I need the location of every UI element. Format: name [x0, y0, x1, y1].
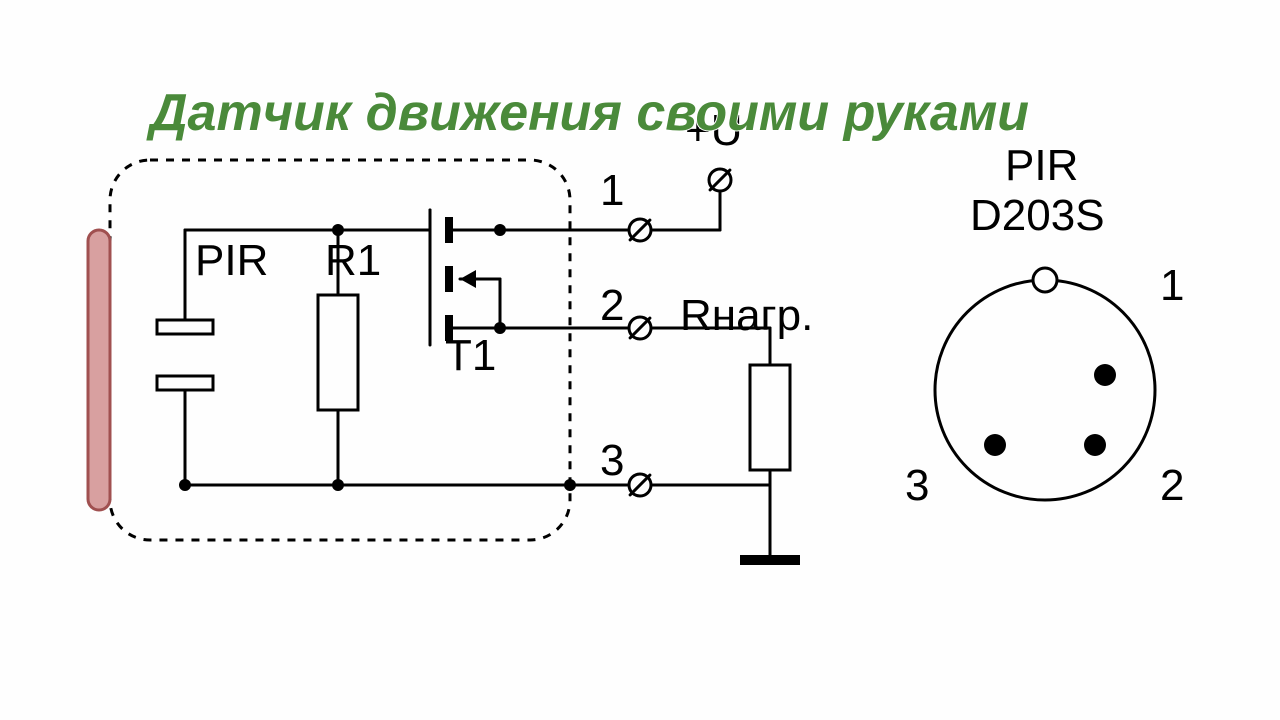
ground	[740, 555, 800, 565]
schematic-canvas: PIRR1T1123+URнагр.PIRD203S123Датчик движ…	[0, 0, 1280, 720]
package-pin-1	[1094, 364, 1116, 386]
label-PIR: PIR	[195, 236, 268, 285]
pir-window	[88, 230, 110, 510]
label-R1: R1	[325, 236, 381, 285]
label-part_line1: PIR	[1005, 141, 1078, 190]
label-pkg_pin3: 3	[905, 461, 929, 510]
label-pkg_pin1: 1	[1160, 261, 1184, 310]
package-pin-2	[1084, 434, 1106, 456]
label-pkg_pin2: 2	[1160, 461, 1184, 510]
label-Rload: Rнагр.	[680, 291, 813, 340]
package-pin-3	[984, 434, 1006, 456]
label-part_line2: D203S	[970, 191, 1105, 240]
label-pin1: 1	[600, 166, 624, 215]
diagram-title: Датчик движения своими руками	[146, 84, 1029, 142]
label-pin2: 2	[600, 281, 624, 330]
label-pin3: 3	[600, 436, 624, 485]
label-T1: T1	[445, 331, 496, 380]
